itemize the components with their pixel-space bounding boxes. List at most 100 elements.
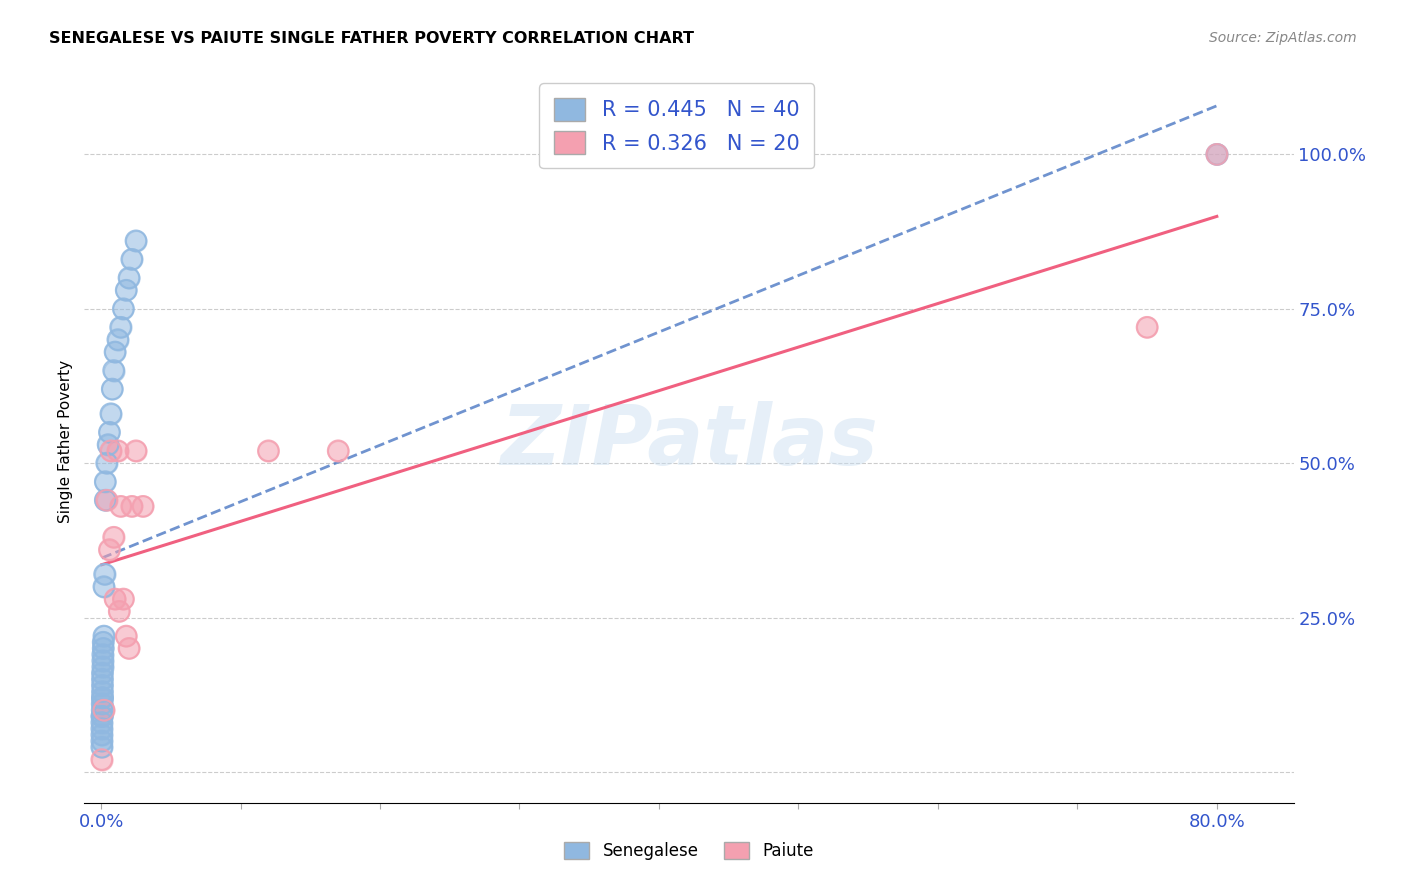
Point bbox=[118, 641, 141, 656]
Point bbox=[100, 443, 122, 458]
Point bbox=[90, 715, 112, 730]
Point bbox=[93, 567, 115, 582]
Point bbox=[104, 592, 127, 607]
Point bbox=[91, 690, 114, 705]
Point bbox=[121, 500, 143, 514]
Point bbox=[103, 530, 125, 544]
Point bbox=[107, 333, 129, 347]
Point bbox=[93, 629, 115, 643]
Y-axis label: Single Father Poverty: Single Father Poverty bbox=[58, 360, 73, 523]
Point bbox=[103, 363, 125, 377]
Point bbox=[115, 629, 138, 643]
Point bbox=[98, 425, 121, 440]
Point bbox=[90, 734, 112, 748]
Point bbox=[1205, 147, 1227, 161]
Text: Source: ZipAtlas.com: Source: ZipAtlas.com bbox=[1209, 31, 1357, 45]
Point bbox=[112, 592, 135, 607]
Point bbox=[257, 443, 280, 458]
Legend: Senegalese, Paiute: Senegalese, Paiute bbox=[558, 835, 820, 867]
Point bbox=[100, 407, 122, 421]
Point bbox=[91, 690, 114, 705]
Point bbox=[94, 475, 117, 489]
Point bbox=[125, 234, 148, 248]
Point bbox=[90, 722, 112, 736]
Point bbox=[91, 641, 114, 656]
Point bbox=[112, 301, 135, 316]
Point bbox=[91, 684, 114, 698]
Point bbox=[91, 641, 114, 656]
Point bbox=[91, 635, 114, 649]
Point bbox=[98, 425, 121, 440]
Point bbox=[91, 648, 114, 662]
Point bbox=[328, 443, 350, 458]
Point bbox=[94, 493, 117, 508]
Point bbox=[93, 580, 115, 594]
Point bbox=[91, 660, 114, 674]
Point bbox=[98, 542, 121, 557]
Point bbox=[101, 382, 124, 396]
Point bbox=[98, 542, 121, 557]
Text: SENEGALESE VS PAIUTE SINGLE FATHER POVERTY CORRELATION CHART: SENEGALESE VS PAIUTE SINGLE FATHER POVER… bbox=[49, 31, 695, 46]
Point bbox=[91, 709, 114, 723]
Point bbox=[115, 629, 138, 643]
Point bbox=[90, 753, 112, 767]
Point bbox=[101, 382, 124, 396]
Point bbox=[1136, 320, 1159, 334]
Point bbox=[97, 437, 120, 451]
Point bbox=[90, 722, 112, 736]
Point bbox=[90, 740, 112, 755]
Point bbox=[97, 437, 120, 451]
Point bbox=[93, 629, 115, 643]
Point bbox=[91, 690, 114, 705]
Point bbox=[103, 363, 125, 377]
Point bbox=[110, 500, 132, 514]
Point bbox=[96, 456, 118, 470]
Point bbox=[115, 283, 138, 297]
Point bbox=[110, 320, 132, 334]
Point bbox=[112, 301, 135, 316]
Point bbox=[91, 703, 114, 717]
Point bbox=[1205, 147, 1227, 161]
Point bbox=[90, 740, 112, 755]
Point bbox=[93, 580, 115, 594]
Point bbox=[1136, 320, 1159, 334]
Point bbox=[96, 456, 118, 470]
Point bbox=[91, 635, 114, 649]
Point bbox=[107, 443, 129, 458]
Point bbox=[91, 666, 114, 681]
Point bbox=[91, 648, 114, 662]
Point bbox=[107, 333, 129, 347]
Point bbox=[104, 345, 127, 359]
Point bbox=[125, 443, 148, 458]
Point bbox=[90, 715, 112, 730]
Point bbox=[91, 678, 114, 692]
Point bbox=[108, 604, 131, 618]
Point bbox=[132, 500, 155, 514]
Point bbox=[121, 252, 143, 267]
Point bbox=[257, 443, 280, 458]
Point bbox=[125, 234, 148, 248]
Point bbox=[112, 592, 135, 607]
Point bbox=[108, 604, 131, 618]
Point bbox=[100, 407, 122, 421]
Point bbox=[94, 493, 117, 508]
Point bbox=[96, 493, 118, 508]
Point bbox=[91, 678, 114, 692]
Point bbox=[118, 641, 141, 656]
Point bbox=[90, 709, 112, 723]
Point bbox=[91, 703, 114, 717]
Point bbox=[121, 252, 143, 267]
Point bbox=[132, 500, 155, 514]
Point bbox=[328, 443, 350, 458]
Point bbox=[91, 697, 114, 711]
Point bbox=[90, 728, 112, 742]
Point bbox=[91, 666, 114, 681]
Point bbox=[93, 703, 115, 717]
Point bbox=[91, 684, 114, 698]
Point bbox=[91, 654, 114, 668]
Point bbox=[104, 592, 127, 607]
Point bbox=[91, 709, 114, 723]
Point bbox=[90, 728, 112, 742]
Point bbox=[90, 734, 112, 748]
Point bbox=[91, 697, 114, 711]
